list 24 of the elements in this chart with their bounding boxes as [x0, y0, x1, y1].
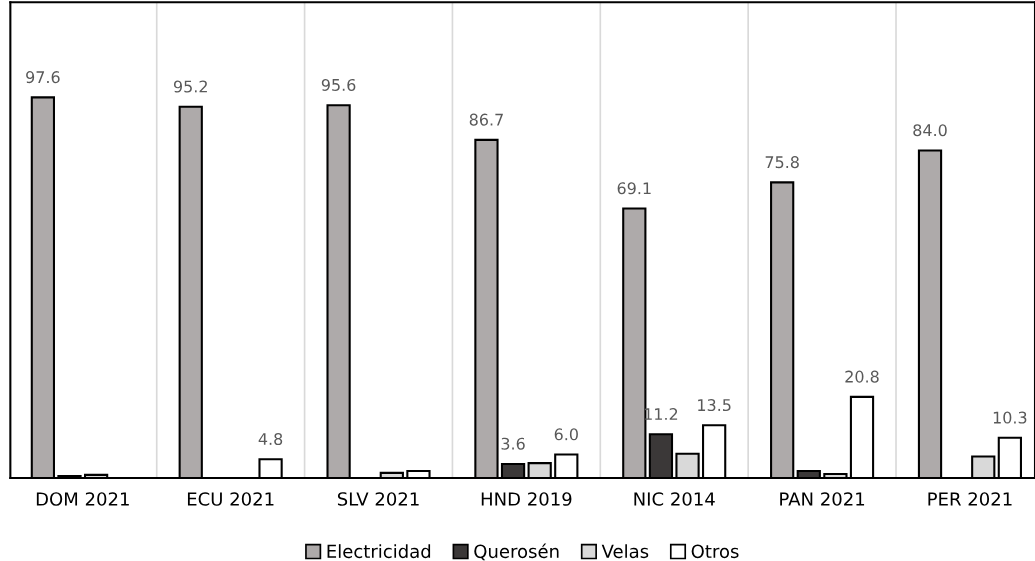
x-tick-label: HND 2019 — [481, 492, 572, 506]
legend-label: Otros — [691, 544, 739, 559]
data-label: 20.8 — [845, 370, 879, 383]
x-tick-label: DOM 2021 — [36, 492, 129, 506]
data-label: 97.6 — [26, 71, 60, 84]
x-tick-label: SLV 2021 — [337, 492, 419, 506]
data-label: 6.0 — [554, 428, 578, 441]
data-label: 84.0 — [913, 124, 947, 137]
x-tick-label: ECU 2021 — [187, 492, 274, 506]
legend-label: Querosén — [474, 543, 559, 561]
data-label: 86.7 — [469, 113, 503, 126]
data-label: 4.8 — [258, 432, 283, 446]
data-label: 3.6 — [501, 437, 525, 450]
x-tick-label: NIC 2014 — [634, 492, 715, 506]
data-label: 13.5 — [698, 399, 731, 412]
data-label: 69.1 — [617, 182, 651, 195]
data-label: 10.3 — [993, 411, 1027, 424]
data-label: 75.8 — [765, 156, 799, 169]
legend-label: Electricidad — [327, 544, 431, 559]
legend-label: Velas — [601, 544, 649, 559]
data-label: 95.2 — [173, 80, 207, 93]
data-label: 95.6 — [321, 78, 356, 91]
x-tick-label: PER 2021 — [928, 492, 1012, 506]
x-tick-label: PAN 2021 — [780, 492, 865, 506]
